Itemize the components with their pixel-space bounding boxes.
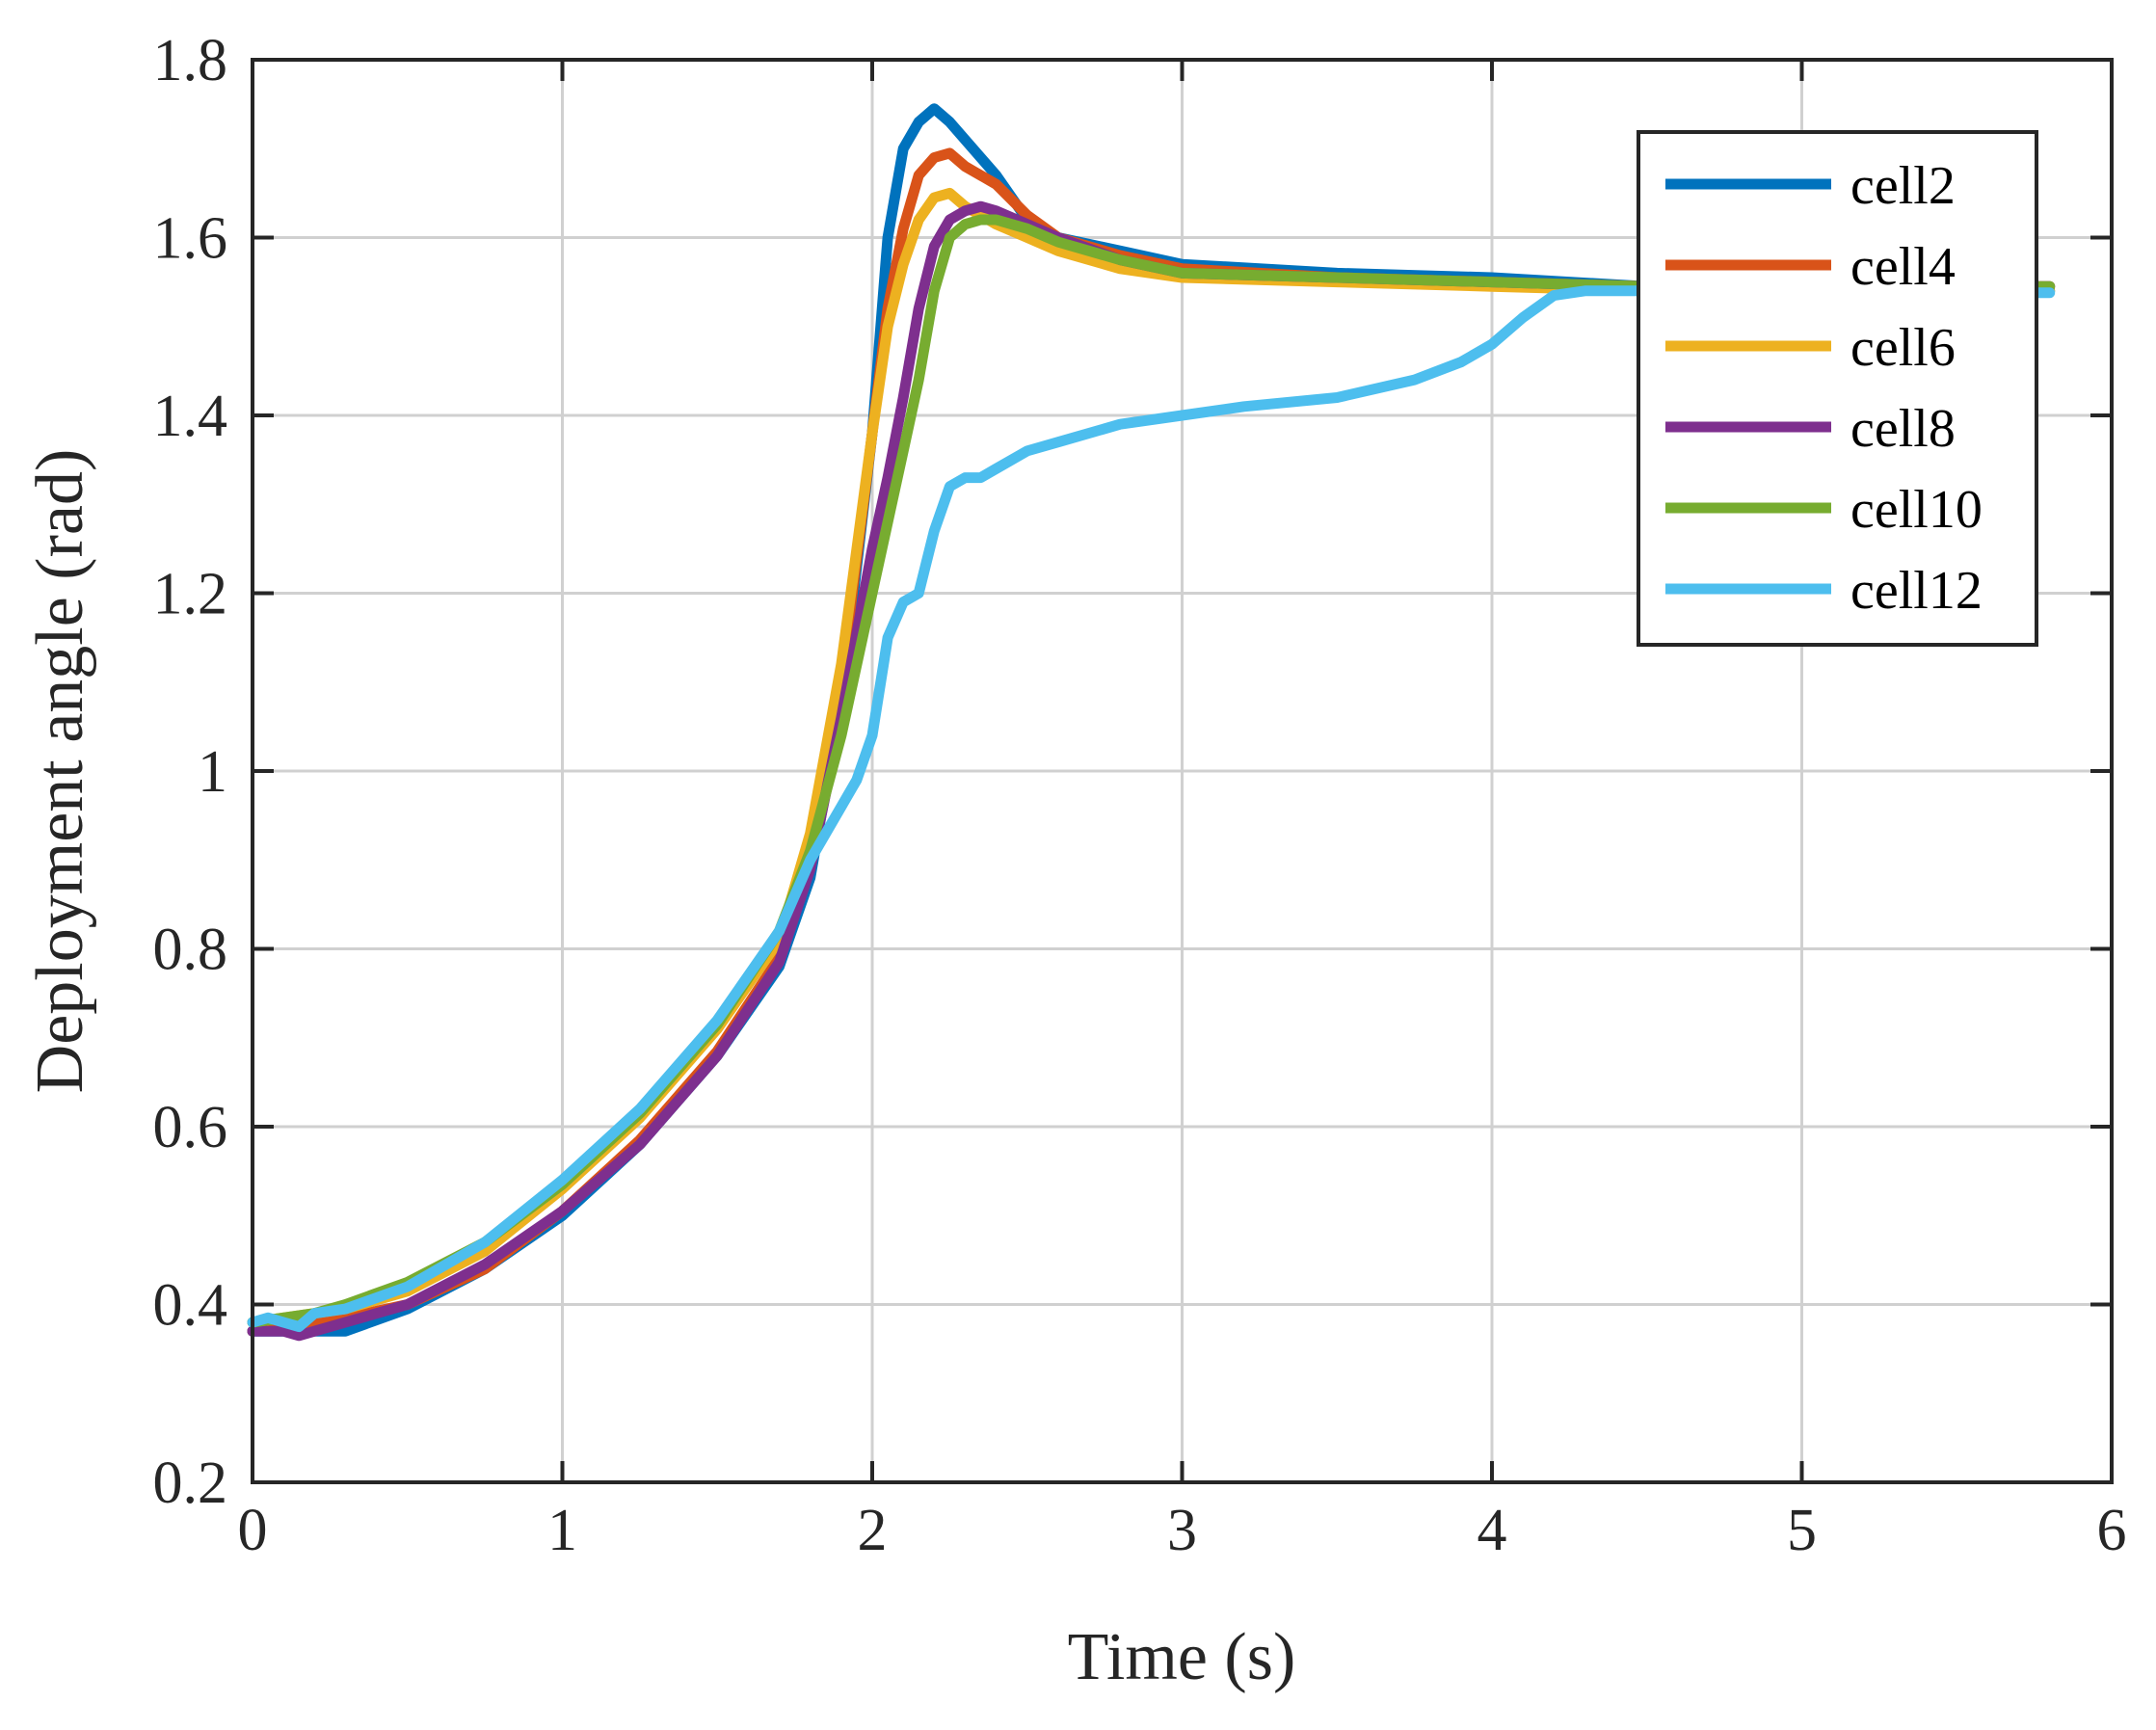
x-tick-label: 6 [2097,1498,2127,1563]
y-tick-label: 1.6 [153,206,228,272]
legend: cell2 cell4 cell6 cell8 cell10 cell12 [1637,130,2038,647]
x-tick-label: 2 [858,1498,888,1563]
x-tick-label: 4 [1477,1498,1507,1563]
y-axis-title: Deployment angle (rad) [23,449,97,1094]
series-line-cell12 [247,285,2056,1333]
legend-label-cell10: cell10 [1850,480,1983,540]
legend-label-cell12: cell12 [1850,561,1983,621]
x-tick-label: 5 [1787,1498,1817,1563]
y-tick-label: 1.8 [153,28,228,93]
legend-label-cell2: cell2 [1850,156,1956,216]
legend-label-cell4: cell4 [1850,237,1956,297]
x-tick-label: 3 [1167,1498,1197,1563]
y-tick-label: 0.2 [153,1451,228,1516]
y-tick-label: 1.2 [153,562,228,627]
series-group [247,103,2056,1342]
x-axis-title: Time (s) [1068,1620,1296,1694]
y-tick-label: 1.4 [153,384,228,449]
legend-box [1637,130,2038,647]
y-tick-label: 0.8 [153,918,228,983]
legend-label-cell6: cell6 [1850,318,1956,378]
legend-label-cell8: cell8 [1850,399,1956,459]
axis-ticks: 0 1 2 3 4 5 6 0.2 0.4 0.6 0.8 1 1.2 1.4 1.6 1.8 [153,28,2127,1563]
x-tick-label: 0 [238,1498,268,1563]
x-tick-label: 1 [547,1498,577,1563]
y-tick-label: 0.4 [153,1273,228,1339]
y-tick-label: 1 [198,739,227,805]
y-tick-label: 0.6 [153,1095,228,1160]
